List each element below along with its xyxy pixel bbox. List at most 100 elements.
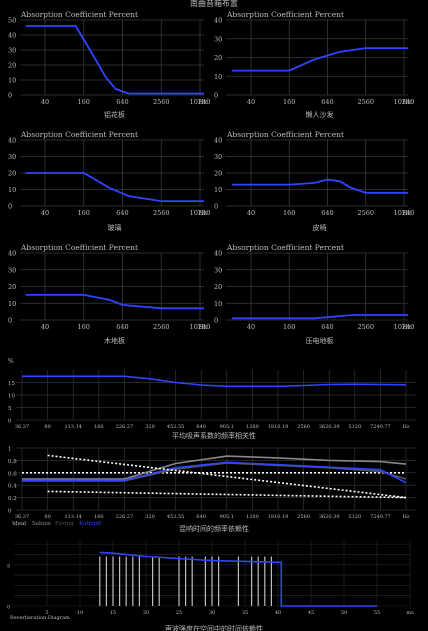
x-tick-label: 226.27 bbox=[116, 514, 134, 520]
x-tick-label: 640 bbox=[321, 98, 333, 106]
x-unit-label: Hz bbox=[198, 98, 208, 106]
x-tick-label: 905.1 bbox=[220, 514, 234, 520]
y-tick-label: 30 bbox=[8, 47, 16, 55]
x-tick-label: 2560 bbox=[297, 514, 310, 520]
x-tick-label: 160 bbox=[283, 98, 295, 106]
y-unit-label: % bbox=[8, 358, 14, 365]
x-tick-label: 36.37 bbox=[15, 424, 29, 430]
chart-caption: 平均吸声系数的频率相关性 bbox=[172, 431, 256, 440]
y-tick-label: 0 bbox=[214, 317, 218, 325]
chart-caption: 声波强度在空间中的时间依赖性 bbox=[165, 624, 263, 631]
x-tick-label: 320 bbox=[145, 424, 155, 430]
x-tick-label: ms bbox=[406, 610, 414, 616]
x-tick-label: 160 bbox=[94, 424, 104, 430]
x-tick-label: 640 bbox=[196, 424, 206, 430]
x-tick-label: 20 bbox=[143, 610, 149, 616]
x-tick-label: 2560 bbox=[153, 209, 170, 217]
x-tick-label: 30 bbox=[209, 610, 215, 616]
x-tick-label: 10240 bbox=[394, 323, 415, 331]
x-tick-label: 10 bbox=[77, 610, 83, 616]
y-tick-label: 5 bbox=[7, 563, 10, 569]
series-kuttruff bbox=[22, 461, 407, 484]
x-tick-label: 36.37 bbox=[15, 514, 29, 520]
y-tick-label: 20 bbox=[8, 283, 16, 291]
x-tick-label: Hz bbox=[403, 424, 410, 430]
x-tick-label: 160 bbox=[78, 209, 90, 217]
legend-text: Reverberation Diagram bbox=[10, 615, 70, 621]
series-line bbox=[231, 314, 408, 320]
chart-title: Absorption Coefficient Percent bbox=[20, 130, 138, 139]
chart-caption: 玻璃 bbox=[108, 223, 122, 232]
x-tick-label: 640 bbox=[116, 323, 128, 331]
x-unit-label: Hz bbox=[402, 98, 412, 106]
x-tick-label: 905.1 bbox=[220, 424, 234, 430]
x-tick-label: 10240 bbox=[190, 323, 211, 331]
y-tick-label: 0 bbox=[8, 509, 12, 515]
x-tick-label: 5120 bbox=[348, 424, 361, 430]
x-unit-label: Hz bbox=[402, 323, 412, 331]
x-tick-label: 7240.77 bbox=[370, 424, 391, 430]
x-tick-label: 3620.39 bbox=[319, 424, 340, 430]
chart-caption: 压电地板 bbox=[306, 336, 334, 345]
chart-caption: 铝花板 bbox=[104, 110, 125, 119]
y-tick-label: 20 bbox=[214, 283, 222, 291]
x-unit-label: Hz bbox=[198, 209, 208, 217]
chart-caption: 木地板 bbox=[104, 336, 125, 345]
y-tick-label: 10 bbox=[8, 300, 16, 308]
y-tick-label: 10 bbox=[8, 77, 16, 85]
y-tick-label: 40 bbox=[8, 137, 16, 145]
x-tick-label: 80 bbox=[44, 424, 50, 430]
y-tick-label: 40 bbox=[8, 32, 16, 40]
y-tick-label: 0.4 bbox=[8, 484, 17, 490]
x-tick-label: 2560 bbox=[357, 323, 374, 331]
x-tick-label: 5120 bbox=[348, 514, 361, 520]
series-envelope bbox=[99, 551, 377, 607]
x-tick-label: 35 bbox=[242, 610, 248, 616]
y-tick-label: 10 bbox=[214, 186, 222, 194]
y-tick-label: 20 bbox=[8, 170, 16, 178]
y-tick-label: 0.6 bbox=[8, 471, 17, 477]
y-tick-label: 20 bbox=[214, 54, 222, 62]
y-tick-label: 0 bbox=[7, 605, 10, 611]
y-tick-label: 5 bbox=[8, 406, 12, 412]
chart-title: Absorption Coefficient Percent bbox=[226, 243, 344, 252]
y-tick-label: 40 bbox=[214, 137, 222, 145]
x-tick-label: 640 bbox=[321, 323, 333, 331]
series-line bbox=[47, 454, 407, 499]
page-title: 南曲音箱布置 bbox=[190, 0, 238, 8]
series-line bbox=[231, 178, 408, 194]
chart-title: Absorption Coefficient Percent bbox=[20, 243, 138, 252]
y-tick-label: 20 bbox=[8, 62, 16, 70]
x-tick-label: 15 bbox=[110, 610, 116, 616]
series-sabine bbox=[22, 455, 407, 480]
x-tick-label: 640 bbox=[196, 514, 206, 520]
x-tick-label: 160 bbox=[78, 323, 90, 331]
chart-title: Absorption Coefficient Percent bbox=[226, 10, 344, 19]
x-unit-label: Hz bbox=[198, 323, 208, 331]
x-tick-label: 10240 bbox=[190, 209, 211, 217]
legend-item: Ideal bbox=[12, 521, 26, 527]
y-tick-label: 50 bbox=[8, 17, 16, 25]
series-line bbox=[25, 293, 204, 310]
x-tick-label: 2560 bbox=[357, 98, 374, 106]
x-tick-label: 2560 bbox=[153, 98, 170, 106]
x-tick-label: 40 bbox=[247, 98, 255, 106]
chart-caption: 皮椅 bbox=[313, 223, 327, 232]
x-tick-label: 40 bbox=[275, 610, 281, 616]
y-tick-label: 15 bbox=[8, 381, 15, 387]
x-tick-label: 2560 bbox=[153, 323, 170, 331]
x-tick-label: 5 bbox=[45, 610, 48, 616]
legend-item: Sabine bbox=[32, 521, 51, 527]
x-tick-label: 160 bbox=[283, 209, 295, 217]
chart-title: Absorption Coefficient Percent bbox=[226, 130, 344, 139]
chart-caption: 懒人沙发 bbox=[306, 110, 334, 119]
x-tick-label: 40 bbox=[41, 323, 49, 331]
x-tick-label: 320 bbox=[145, 514, 155, 520]
x-tick-label: 1810.19 bbox=[268, 424, 289, 430]
y-tick-label: 40 bbox=[214, 250, 222, 258]
y-tick-label: 40 bbox=[8, 250, 16, 258]
x-tick-label: 40 bbox=[41, 209, 49, 217]
x-tick-label: 226.27 bbox=[116, 424, 134, 430]
x-tick-label: 452.55 bbox=[167, 514, 185, 520]
